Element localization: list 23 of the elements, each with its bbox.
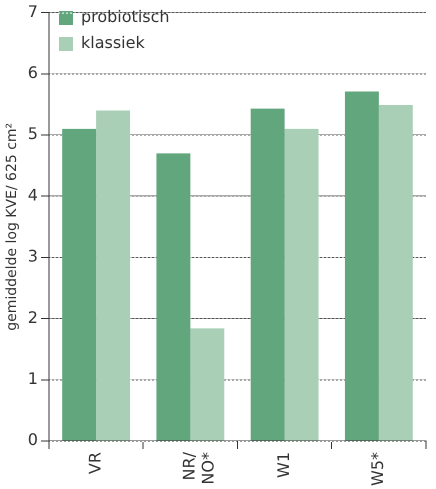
bar — [156, 153, 190, 440]
y-tick-label: 4 — [28, 185, 38, 204]
x-tick-label: NR/ NO* — [180, 451, 218, 485]
bar — [284, 128, 319, 440]
y-tick-label: 0 — [28, 430, 38, 450]
bar — [96, 110, 130, 440]
y-tick-label: 1 — [28, 368, 38, 388]
y-axis-title: gemiddelde log KVE/ 625 cm² — [4, 122, 20, 331]
legend-label: probiotisch — [80, 7, 170, 26]
bar — [378, 105, 413, 440]
legend-label: klassiek — [80, 33, 146, 52]
y-tick-label: 6 — [28, 62, 38, 82]
bar — [250, 108, 285, 440]
x-tick-label: W5* — [368, 452, 388, 486]
x-tick-label: W1 — [274, 452, 293, 478]
y-tick-label: 2 — [28, 308, 38, 327]
y-tick-label: 5 — [28, 124, 38, 144]
y-tick-label: 7 — [28, 2, 38, 21]
bar — [62, 128, 96, 440]
x-tick-label: VR — [85, 452, 104, 474]
bar — [190, 328, 224, 440]
bar — [344, 92, 379, 440]
y-tick-label: 3 — [28, 246, 38, 266]
